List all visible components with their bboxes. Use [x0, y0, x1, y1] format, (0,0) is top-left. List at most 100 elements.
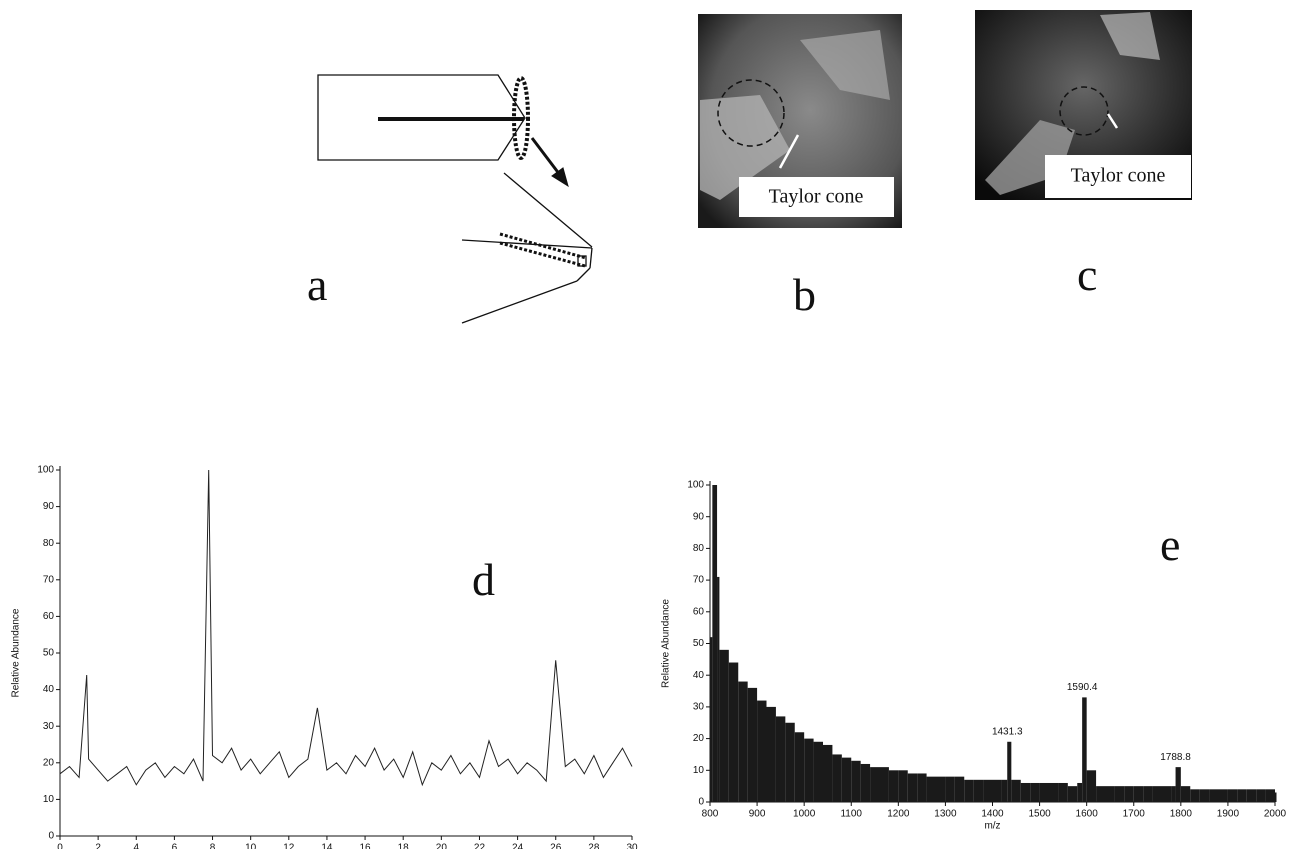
y-tick-label: 50 [693, 638, 705, 649]
bar [717, 576, 720, 802]
x-tick-label: 1900 [1217, 809, 1240, 820]
y-tick-label: 80 [43, 538, 55, 549]
y-tick-label: 100 [37, 465, 54, 476]
x-tick-label: 2000 [1264, 809, 1287, 820]
y-axis-label: Relative Abundance [11, 608, 22, 697]
x-tick-label: 28 [588, 843, 600, 849]
panel-label: a [307, 259, 327, 310]
circle [1059, 86, 1109, 136]
bar [936, 776, 946, 802]
y-tick-label: 20 [693, 733, 705, 744]
x-tick-label: 1400 [981, 809, 1004, 820]
bar [1180, 786, 1191, 802]
x-tick-label: 18 [398, 843, 410, 849]
bar [841, 757, 852, 802]
peak-label: 1431.3 [992, 726, 1023, 737]
bar [1114, 786, 1125, 802]
x-tick-label: 1800 [1170, 809, 1193, 820]
bar [1265, 789, 1275, 802]
photo-c: Taylor cone [975, 10, 1192, 200]
peak-label: 1590.4 [1067, 682, 1098, 693]
y-axis-label: Relative Abundance [661, 599, 672, 688]
circle [717, 79, 785, 147]
bar [747, 687, 758, 802]
x-tick-label: 900 [749, 809, 766, 820]
bar [1246, 789, 1257, 802]
electrode [800, 30, 890, 100]
bar [1105, 786, 1115, 802]
bar [1124, 786, 1134, 802]
tip-line [503, 172, 593, 248]
bar [775, 716, 786, 802]
bar [785, 722, 795, 802]
bar [898, 770, 908, 802]
y-tick-label: 100 [687, 480, 704, 491]
bar [1175, 767, 1181, 802]
x-tick-label: 1500 [1028, 809, 1051, 820]
x-tick-label: 12 [283, 843, 295, 849]
peak-label: 1788.8 [1160, 752, 1191, 763]
bar [907, 773, 918, 802]
x-tick-label: 14 [321, 843, 333, 849]
bar [813, 741, 823, 802]
x-tick-label: 2 [95, 843, 101, 849]
line [59, 469, 633, 787]
y-tick-label: 50 [43, 648, 55, 659]
bar [1256, 789, 1266, 802]
x-tick-label: 26 [550, 843, 562, 849]
panel-label: e [1160, 519, 1180, 570]
bar [1218, 789, 1228, 802]
bar [1152, 786, 1162, 802]
x-tick-label: 16 [360, 843, 372, 849]
x-tick-label: 1000 [793, 809, 816, 820]
x-tick-label: 22 [474, 843, 486, 849]
y-tick-label: 70 [693, 575, 705, 586]
bar [1162, 786, 1172, 802]
bar [719, 649, 729, 802]
y-tick-label: 30 [693, 702, 705, 713]
x-tick-label: 24 [512, 843, 524, 849]
bar [823, 744, 833, 802]
x-tick-label: 1300 [934, 809, 957, 820]
bar [766, 706, 776, 802]
bar [879, 767, 889, 802]
y-tick-label: 70 [43, 574, 55, 585]
bar [888, 770, 899, 802]
bar [1190, 789, 1200, 802]
bar [757, 700, 767, 802]
bar [860, 763, 871, 802]
bar [1007, 741, 1012, 802]
bar [926, 776, 936, 802]
tip-line [589, 247, 593, 269]
bar [1082, 697, 1087, 802]
electrode [1100, 12, 1160, 60]
bar [1096, 786, 1106, 802]
bar [1237, 789, 1247, 802]
fiber-dotted [499, 232, 587, 260]
bar [794, 732, 805, 802]
bar [1143, 786, 1153, 802]
photo-label: Taylor cone [769, 186, 864, 208]
photo-label: Taylor cone [1071, 165, 1166, 187]
y-tick-label: 40 [43, 684, 55, 695]
tip-box [577, 255, 587, 267]
electrode [700, 95, 790, 200]
arrow [778, 134, 800, 169]
bar [983, 779, 993, 802]
bar [1030, 782, 1040, 802]
label-box [739, 177, 894, 217]
y-tick-label: 30 [43, 721, 55, 732]
x-tick-label: 10 [245, 843, 257, 849]
x-tick-label: 800 [702, 809, 719, 820]
bar [1067, 786, 1078, 802]
bar [1209, 789, 1219, 802]
tip-line [576, 267, 591, 282]
y-tick-label: 40 [693, 670, 705, 681]
arrow [1106, 113, 1119, 129]
tip-line [461, 280, 578, 324]
bar [973, 779, 984, 802]
bar [712, 485, 718, 802]
y-tick-label: 60 [693, 606, 705, 617]
bar [1058, 782, 1068, 802]
photo-b: Taylor cone [698, 14, 902, 228]
